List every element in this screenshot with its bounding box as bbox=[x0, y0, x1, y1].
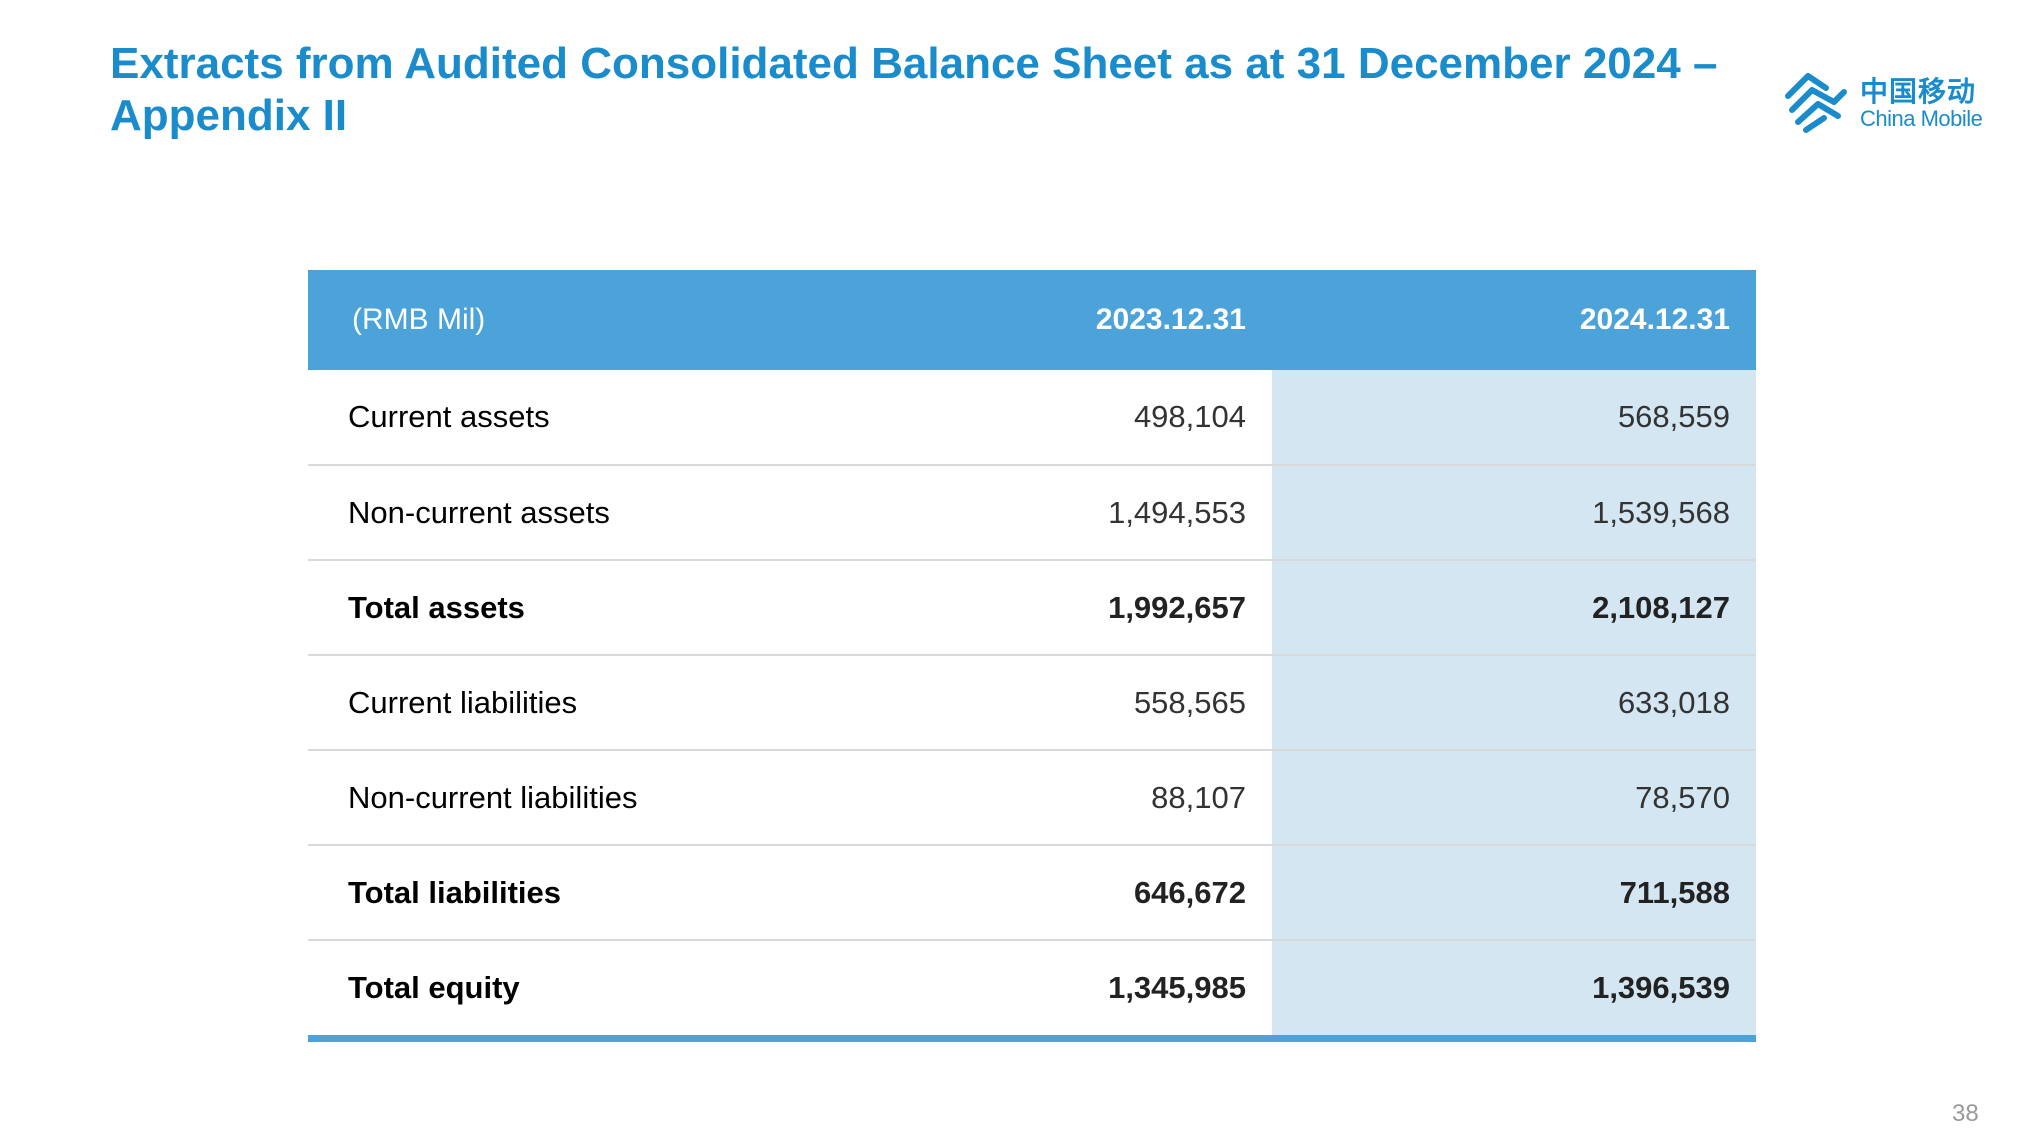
header-2024: 2024.12.31 bbox=[1579, 303, 1730, 336]
table-row: Total equity 1,345,985 1,396,539 bbox=[308, 939, 1756, 1035]
table-bottom-border bbox=[308, 1035, 1756, 1042]
value-2023: 1,992,657 bbox=[962, 559, 1272, 655]
logo-english-text: China Mobile bbox=[1860, 106, 1983, 131]
header-unit: (RMB Mil) bbox=[352, 303, 486, 336]
table-header-row: (RMB Mil) 2023.12.31 2024.12.31 bbox=[308, 270, 1756, 370]
row-label: Non-current liabilities bbox=[308, 749, 962, 845]
value-2024: 2,108,127 bbox=[1272, 559, 1756, 655]
table-row: Non-current liabilities 88,107 78,570 bbox=[308, 749, 1756, 845]
balance-sheet-table: (RMB Mil) 2023.12.31 2024.12.31 Current … bbox=[308, 270, 1756, 1042]
value-2024: 633,018 bbox=[1272, 654, 1756, 750]
value-2024: 1,396,539 bbox=[1272, 939, 1756, 1035]
row-label: Total assets bbox=[308, 559, 962, 655]
table-row: Total assets 1,992,657 2,108,127 bbox=[308, 559, 1756, 655]
table-row: Non-current assets 1,494,553 1,539,568 bbox=[308, 464, 1756, 560]
table-row: Total liabilities 646,672 711,588 bbox=[308, 844, 1756, 940]
value-2023: 646,672 bbox=[962, 844, 1272, 940]
china-mobile-logo-icon bbox=[1785, 73, 1847, 133]
value-2023: 498,104 bbox=[1133, 399, 1246, 434]
value-2024: 711,588 bbox=[1272, 844, 1756, 940]
china-mobile-logo: 中国移动 China Mobile bbox=[1782, 66, 1992, 136]
row-label: Total liabilities bbox=[308, 844, 962, 940]
value-2024: 1,539,568 bbox=[1272, 464, 1756, 560]
row-label: Current assets bbox=[348, 399, 550, 434]
row-label: Total equity bbox=[308, 939, 962, 1035]
page-title: Extracts from Audited Consolidated Balan… bbox=[110, 39, 1718, 140]
value-2023: 1,345,985 bbox=[962, 939, 1272, 1035]
value-2023: 88,107 bbox=[962, 749, 1272, 845]
value-2024: 568,559 bbox=[1272, 370, 1756, 465]
row-label: Current liabilities bbox=[308, 654, 962, 750]
table-row: Current assets 498,104 568,559 bbox=[308, 370, 1756, 465]
page-number: 38 bbox=[1952, 1100, 1979, 1127]
row-label: Non-current assets bbox=[308, 464, 962, 560]
table-row: Current liabilities 558,565 633,018 bbox=[308, 654, 1756, 750]
value-2024: 78,570 bbox=[1272, 749, 1756, 845]
value-2023: 1,494,553 bbox=[962, 464, 1272, 560]
value-2023: 558,565 bbox=[962, 654, 1272, 750]
header-2023: 2023.12.31 bbox=[1095, 303, 1246, 336]
logo-chinese-text: 中国移动 bbox=[1860, 75, 1977, 108]
